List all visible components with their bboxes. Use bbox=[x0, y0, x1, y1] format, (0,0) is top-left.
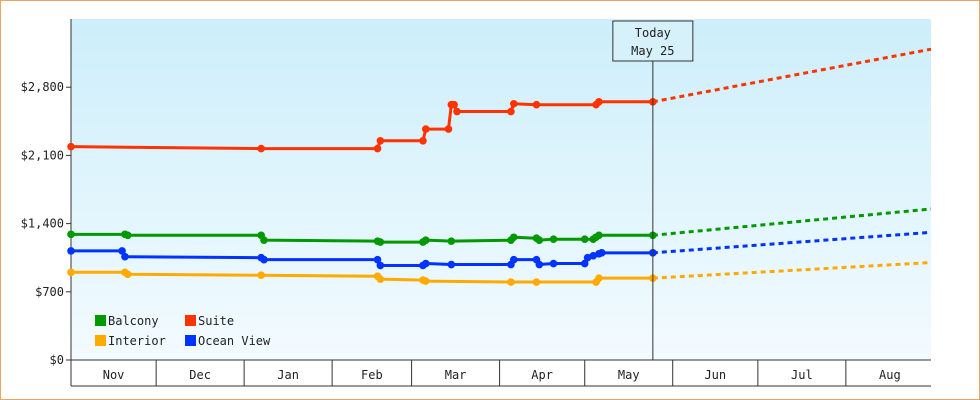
series-layer bbox=[67, 47, 932, 286]
data-point-interior bbox=[507, 278, 515, 286]
x-tick-label: Feb bbox=[361, 368, 383, 382]
data-point-ocean-view bbox=[597, 249, 606, 257]
forecast-line-balcony bbox=[652, 207, 932, 237]
x-tick-label: May bbox=[618, 368, 640, 382]
x-tick-label: Jun bbox=[704, 368, 726, 382]
data-point-ocean-view bbox=[118, 247, 126, 255]
x-tick-label: Apr bbox=[531, 368, 553, 382]
legend-swatch bbox=[185, 335, 196, 346]
data-point-suite bbox=[67, 142, 75, 151]
data-point-suite bbox=[419, 136, 427, 145]
x-tick-label: Mar bbox=[445, 368, 467, 382]
data-point-interior bbox=[257, 271, 265, 280]
today-date-label: May 25 bbox=[631, 44, 674, 58]
data-point-ocean-view bbox=[580, 259, 589, 268]
data-point-suite bbox=[444, 125, 453, 133]
legend-swatch bbox=[185, 315, 196, 326]
y-tick-label: $1,400 bbox=[21, 217, 64, 231]
forecast-line-suite bbox=[652, 47, 932, 104]
data-point-ocean-view bbox=[376, 261, 385, 270]
data-point-suite bbox=[509, 99, 518, 108]
data-point-suite bbox=[453, 107, 461, 116]
data-point-suite bbox=[373, 144, 382, 153]
data-point-balcony bbox=[595, 231, 603, 240]
x-tick-label: Jul bbox=[791, 368, 813, 382]
data-point-balcony bbox=[376, 238, 385, 246]
legend-label: Ocean View bbox=[198, 334, 271, 348]
x-tick-label: Nov bbox=[103, 368, 125, 382]
data-point-suite bbox=[421, 125, 430, 133]
x-tick-label: Aug bbox=[879, 368, 901, 382]
y-tick-label: $2,100 bbox=[21, 148, 64, 162]
data-point-ocean-view bbox=[260, 255, 268, 264]
today-label: Today bbox=[635, 26, 671, 40]
legend: Balcony Suite Interior Ocean View bbox=[95, 314, 271, 348]
forecast-line-ocean-view bbox=[652, 230, 932, 255]
data-point-ocean-view bbox=[509, 255, 518, 264]
data-point-balcony bbox=[447, 237, 456, 245]
data-point-ocean-view bbox=[447, 260, 456, 269]
data-point-interior bbox=[595, 274, 603, 282]
data-point-suite bbox=[376, 136, 385, 145]
x-tick-label: Dec bbox=[189, 368, 211, 382]
data-point-ocean-view bbox=[535, 260, 544, 269]
data-point-balcony bbox=[260, 236, 268, 244]
data-point-balcony bbox=[67, 230, 75, 239]
today-label-box bbox=[612, 20, 694, 62]
y-tick-label: $700 bbox=[35, 285, 64, 299]
plot-background bbox=[71, 19, 931, 360]
data-point-interior bbox=[123, 270, 132, 279]
data-point-suite bbox=[450, 100, 458, 109]
data-point-balcony bbox=[580, 235, 589, 243]
data-point-balcony bbox=[123, 231, 132, 240]
data-point-balcony bbox=[421, 236, 430, 244]
legend-label: Balcony bbox=[108, 314, 159, 328]
data-point-ocean-view bbox=[67, 247, 75, 255]
data-point-ocean-view bbox=[373, 255, 382, 264]
forecast-line-interior bbox=[652, 261, 932, 280]
data-point-interior bbox=[376, 275, 385, 283]
legend-label: Suite bbox=[198, 314, 234, 328]
data-point-balcony bbox=[549, 235, 558, 243]
data-point-suite bbox=[532, 100, 541, 109]
legend-swatch bbox=[95, 335, 106, 346]
data-point-interior bbox=[67, 268, 75, 277]
today-marker: Today May 25 bbox=[612, 20, 694, 360]
y-tick-label: $2,800 bbox=[21, 80, 64, 94]
data-point-interior bbox=[421, 277, 430, 285]
data-point-suite bbox=[257, 144, 265, 153]
axes: $0 $700 $1,400 $2,100 $2,800 Nov Dec Jan Feb Mar A… bbox=[21, 19, 931, 387]
data-point-ocean-view bbox=[421, 259, 430, 268]
data-point-suite bbox=[507, 107, 515, 116]
data-point-ocean-view bbox=[549, 259, 558, 268]
data-point-ocean-view bbox=[121, 252, 129, 261]
data-point-suite bbox=[595, 98, 603, 106]
legend-label: Interior bbox=[108, 334, 166, 348]
data-point-interior bbox=[532, 278, 541, 286]
x-tick-label: Jan bbox=[277, 368, 299, 382]
data-point-balcony bbox=[535, 236, 544, 244]
y-tick-label: $0 bbox=[50, 353, 64, 367]
data-point-balcony bbox=[509, 233, 518, 242]
legend-swatch bbox=[95, 315, 106, 326]
